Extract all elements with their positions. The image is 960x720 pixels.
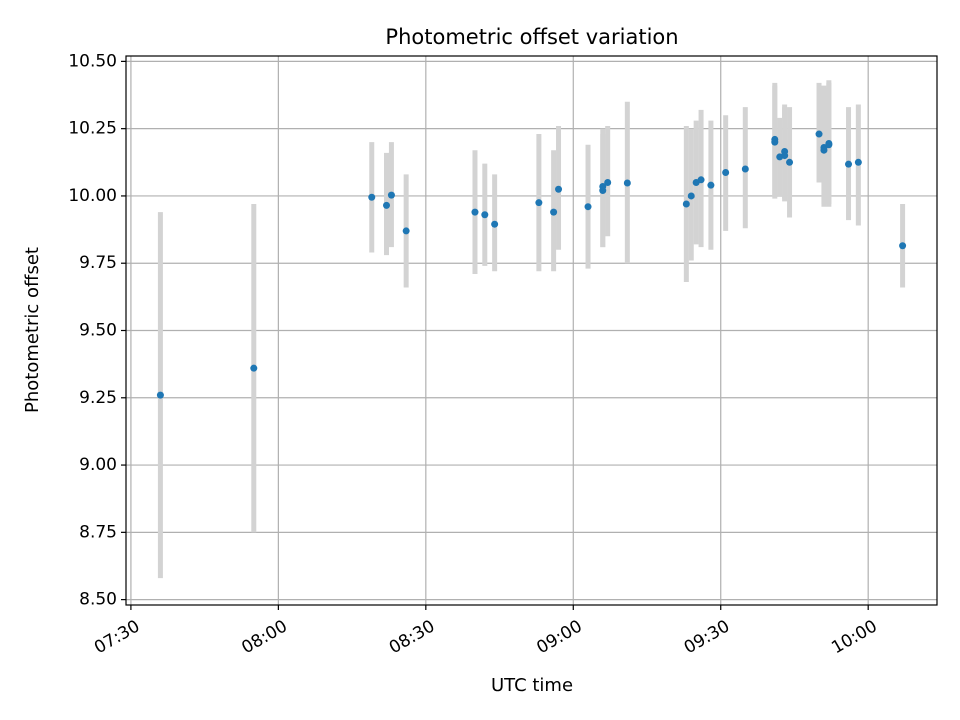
data-point	[771, 138, 779, 146]
data-point	[741, 165, 749, 173]
data-point	[825, 141, 833, 149]
x-tick-label: 10:00	[828, 616, 880, 658]
data-point	[584, 203, 592, 211]
data-point	[156, 391, 164, 399]
x-tick-label: 08:30	[386, 616, 438, 658]
y-tick-label: 9.25	[79, 388, 117, 408]
data-point	[707, 181, 715, 189]
y-tick-label: 10.25	[68, 119, 117, 139]
data-point	[471, 208, 479, 216]
chart-title: Photometric offset variation	[385, 25, 678, 49]
y-tick-label: 10.00	[68, 186, 117, 206]
y-axis: 8.50 8.75 9.00 9.25 9.50 9.75 10.00 10.25 10.50	[68, 51, 126, 610]
y-tick-label: 9.75	[79, 253, 117, 273]
data-point	[555, 185, 563, 193]
data-point	[599, 183, 607, 191]
data-point	[781, 152, 789, 160]
x-axis: 07:30 08:00 08:30 09:00 09:30 10:00	[91, 605, 881, 658]
data-point	[250, 364, 258, 372]
data-point	[387, 191, 395, 199]
data-point	[786, 158, 794, 166]
error-bars	[157, 80, 906, 579]
data-point	[491, 220, 499, 228]
data-points	[156, 130, 907, 399]
data-point	[854, 158, 862, 166]
x-axis-label: UTC time	[491, 675, 573, 696]
data-point	[383, 201, 391, 209]
data-point	[845, 160, 853, 168]
data-point	[623, 179, 631, 187]
x-tick-label: 08:00	[238, 616, 290, 658]
y-axis-label: Photometric offset	[22, 247, 43, 413]
data-point	[820, 146, 828, 154]
y-tick-label: 8.75	[79, 522, 117, 542]
data-point	[368, 193, 376, 201]
data-point	[402, 227, 410, 235]
y-tick-label: 8.50	[79, 590, 117, 610]
x-tick-label: 07:30	[91, 616, 143, 658]
x-tick-label: 09:30	[681, 616, 733, 658]
data-point	[722, 169, 730, 177]
data-point	[697, 176, 705, 184]
x-tick-label: 09:00	[533, 616, 585, 658]
data-point	[550, 208, 558, 216]
data-point	[535, 199, 543, 207]
data-point	[687, 192, 695, 200]
grid-lines	[126, 56, 937, 605]
data-point	[815, 130, 823, 138]
data-point	[604, 178, 612, 186]
y-tick-label: 9.00	[79, 455, 117, 475]
y-tick-label: 9.50	[79, 321, 117, 341]
data-point	[481, 211, 489, 219]
data-point	[899, 242, 907, 250]
data-point	[682, 200, 690, 208]
y-tick-label: 10.50	[68, 51, 117, 71]
